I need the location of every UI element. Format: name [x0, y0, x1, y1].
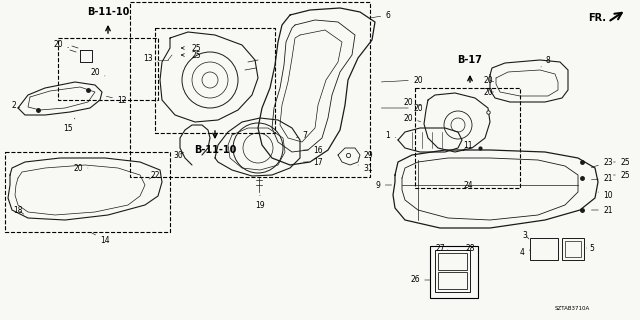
Text: 20: 20	[403, 114, 420, 123]
Bar	[430, 246, 478, 298]
Text: 30: 30	[173, 150, 184, 159]
Text: 20: 20	[90, 68, 105, 76]
Text: 4: 4	[520, 247, 530, 257]
Text: 12: 12	[106, 95, 127, 105]
Text: SZTAB3710A: SZTAB3710A	[555, 306, 590, 310]
Text: 22: 22	[149, 171, 160, 180]
Bar	[562, 238, 584, 260]
Bar	[155, 28, 275, 133]
Text: 20: 20	[53, 39, 68, 49]
Text: 21: 21	[591, 173, 612, 182]
Bar	[565, 241, 581, 257]
Text: 2: 2	[12, 100, 20, 109]
Text: 20: 20	[381, 103, 423, 113]
Text: 24: 24	[463, 180, 473, 189]
Text: 25: 25	[613, 171, 630, 180]
Text: 25: 25	[191, 51, 201, 60]
Text: 10: 10	[598, 190, 613, 199]
Text: 15: 15	[63, 118, 75, 132]
Text: 20: 20	[483, 76, 493, 84]
Text: 18: 18	[13, 205, 24, 214]
Bar	[58, 38, 158, 100]
Text: 1: 1	[386, 131, 396, 140]
Bar	[5, 152, 170, 232]
Text: 23: 23	[591, 157, 613, 168]
Text: 25: 25	[191, 44, 201, 52]
Text: 31: 31	[358, 164, 373, 172]
Text: 9: 9	[376, 180, 392, 189]
Text: 17: 17	[303, 157, 323, 166]
Text: 6: 6	[371, 11, 390, 20]
Text: 26: 26	[410, 276, 431, 284]
Text: 7: 7	[296, 131, 307, 140]
Text: 27: 27	[435, 244, 448, 252]
Text: 25: 25	[613, 157, 630, 166]
Bar	[130, 2, 370, 177]
Text: B-17: B-17	[458, 55, 483, 65]
Text: B-11-10: B-11-10	[194, 145, 236, 155]
Text: 20: 20	[381, 76, 423, 84]
Text: 20: 20	[403, 98, 420, 107]
Bar	[438, 253, 467, 270]
Bar	[438, 272, 467, 289]
Bar	[530, 238, 558, 260]
Text: 14: 14	[92, 233, 110, 244]
Text: 28: 28	[465, 244, 475, 252]
Text: 11: 11	[463, 140, 473, 151]
Text: 20: 20	[483, 87, 493, 97]
Text: FR.: FR.	[588, 13, 606, 23]
Text: 8: 8	[541, 55, 550, 67]
Bar	[415, 88, 520, 188]
Text: 20: 20	[73, 164, 88, 172]
Text: 19: 19	[255, 195, 265, 210]
Text: 29: 29	[358, 150, 373, 159]
Bar	[435, 250, 470, 292]
Text: 16: 16	[303, 146, 323, 155]
Text: 3: 3	[523, 230, 529, 239]
Text: B-11-10: B-11-10	[87, 7, 129, 17]
Text: 13: 13	[143, 53, 158, 62]
Text: 21: 21	[591, 205, 612, 214]
Text: 5: 5	[586, 244, 595, 252]
